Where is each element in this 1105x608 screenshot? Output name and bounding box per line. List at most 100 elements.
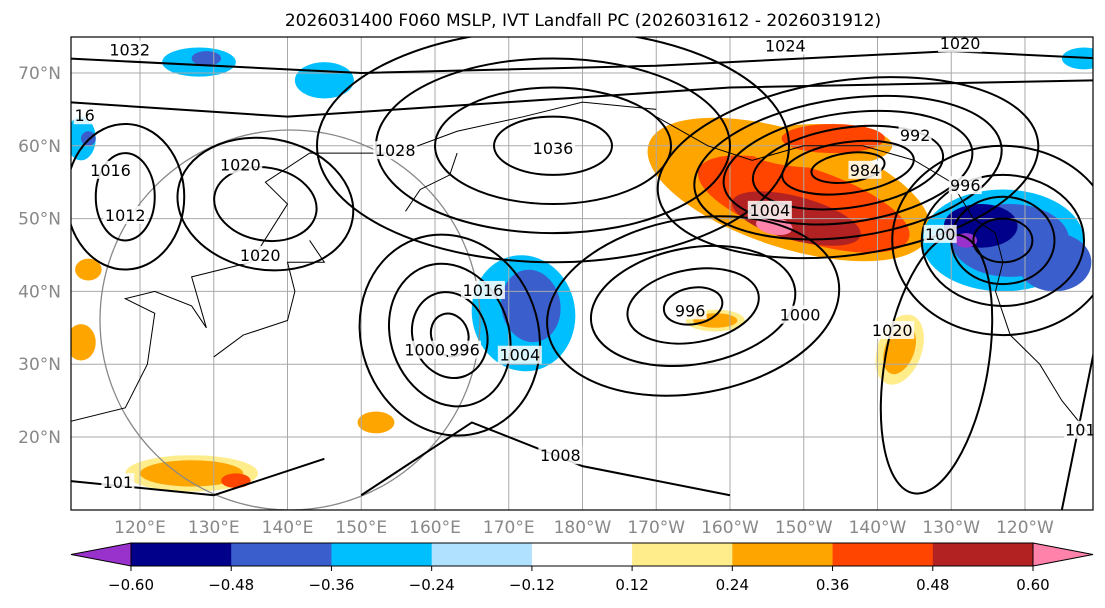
contour-label: 101 [1065,421,1096,440]
contour-label-bg [923,224,957,243]
colorbar-segment [632,543,733,566]
coastline [71,101,657,422]
contour-label: 101 [103,473,134,492]
contour-label: 1036 [533,139,574,158]
contour-label: 1012 [105,206,146,225]
contour-label: 1000 [780,306,821,325]
x-tick-label: 160°E [409,518,461,538]
ivt-shaded-region [501,269,561,343]
coastline [405,152,458,212]
y-tick-label: 50°N [18,210,61,230]
y-tick-label: 40°N [18,282,61,302]
contour-label-bg [497,345,542,364]
isobar-contour [493,115,613,176]
contour-label-bg [763,37,808,55]
isobar-contour [176,136,355,272]
contour-label-bg [101,473,135,492]
ivt-shaded-region [357,411,395,434]
isobar-contour [662,286,724,326]
contour-label-bg [448,340,481,359]
isobar-contour [71,122,186,271]
isobar-contour [546,215,841,397]
contour-label-bg [1063,420,1093,439]
y-tick-label: 20°N [18,428,61,448]
contour-label: 1000 [404,341,445,360]
colorbar-extend-min [70,542,132,567]
isobar-contour [94,152,156,242]
y-tick-label: 70°N [18,64,61,84]
contour-label: 1016 [90,161,131,180]
isobar-contour [316,37,790,264]
x-tick-label: 130°W [922,518,980,538]
ivt-shaded-region [1061,47,1093,70]
range-circle [99,129,481,510]
isobar-contour [891,144,1093,337]
contour-label: 1020 [220,156,261,175]
axis-ticks: 120°E 130°E 140°E 150°E 160°E 170°E 180°W 170°W… [18,64,1054,538]
contour-label-bg [778,305,823,324]
contour-label-bg [402,340,447,359]
contour-label: 1008 [540,446,581,465]
isobar-contour [434,86,672,206]
ivt-shaded-region [954,233,978,248]
contour-label-bg [898,125,932,144]
x-tick-label: 180°W [554,518,612,538]
contour-label: 100 [925,225,956,244]
isobar-contour [589,244,797,368]
contour-label: 1020 [872,321,913,340]
contour-label: 1004 [499,346,540,365]
contour-label: 1020 [240,246,281,265]
contour-label-bg [103,205,148,224]
contour-label-bg [460,280,505,299]
colorbar-segment [732,543,834,566]
contour-label-bg [948,176,982,195]
isobar-contour [360,421,731,497]
colorbar-tick-label: 0.48 [916,576,949,594]
contour-label: 1028 [375,141,416,160]
x-tick-label: 160°W [701,518,759,538]
contour-label: 996 [950,176,981,195]
isobar-contour [781,139,915,196]
plot-frame [70,36,1094,511]
colorbar-tick-label: 0.24 [716,576,749,594]
contour-label-bg [938,37,983,53]
coastline [213,240,326,358]
colorbar-segment [932,543,1034,566]
contour-label-bg [107,40,152,59]
colorbar-segment [231,543,332,566]
contour-label-bg [538,446,583,465]
ivt-shaded-region [75,258,102,281]
contour-label: 1020 [940,34,981,53]
isobar-contour [656,76,1040,260]
contour-label-bg [848,160,882,179]
isobar-contour [387,262,512,408]
colorbar-segment [431,543,533,566]
x-tick-label: 120°E [114,518,166,538]
ivt-shaded-region [294,62,354,99]
coastline [656,116,1092,438]
contour-label-bg [870,320,915,339]
x-tick-label: 130°E [188,518,240,538]
contour-label: 1004 [749,201,790,220]
contour-label-bg [373,141,418,160]
contour-label: 16 [75,106,95,125]
isobar-contour [751,124,945,211]
contour-label-bg [673,301,707,320]
contour-label: 1024 [765,36,806,55]
x-tick-label: 170°E [483,518,535,538]
colorbar-tick-label: −0.12 [509,576,555,594]
isobar-contour [213,166,318,242]
chart-title: 2026031400 F060 MSLP, IVT Landfall PC (2… [285,11,881,31]
x-tick-label: 140°E [262,518,314,538]
colorbar-tick-label: 0.60 [1016,576,1049,594]
contour-label: 1016 [463,281,504,300]
ivt-shaded-region [1017,233,1092,292]
y-tick-label: 30°N [18,355,61,375]
x-tick-label: 150°W [775,518,833,538]
colorbar-segment [331,543,433,566]
colorbar-tick-label: −0.24 [409,576,455,594]
ivt-shaded-region [191,51,222,66]
contour-label: 996 [449,341,480,360]
contour-label-bg [73,106,96,125]
